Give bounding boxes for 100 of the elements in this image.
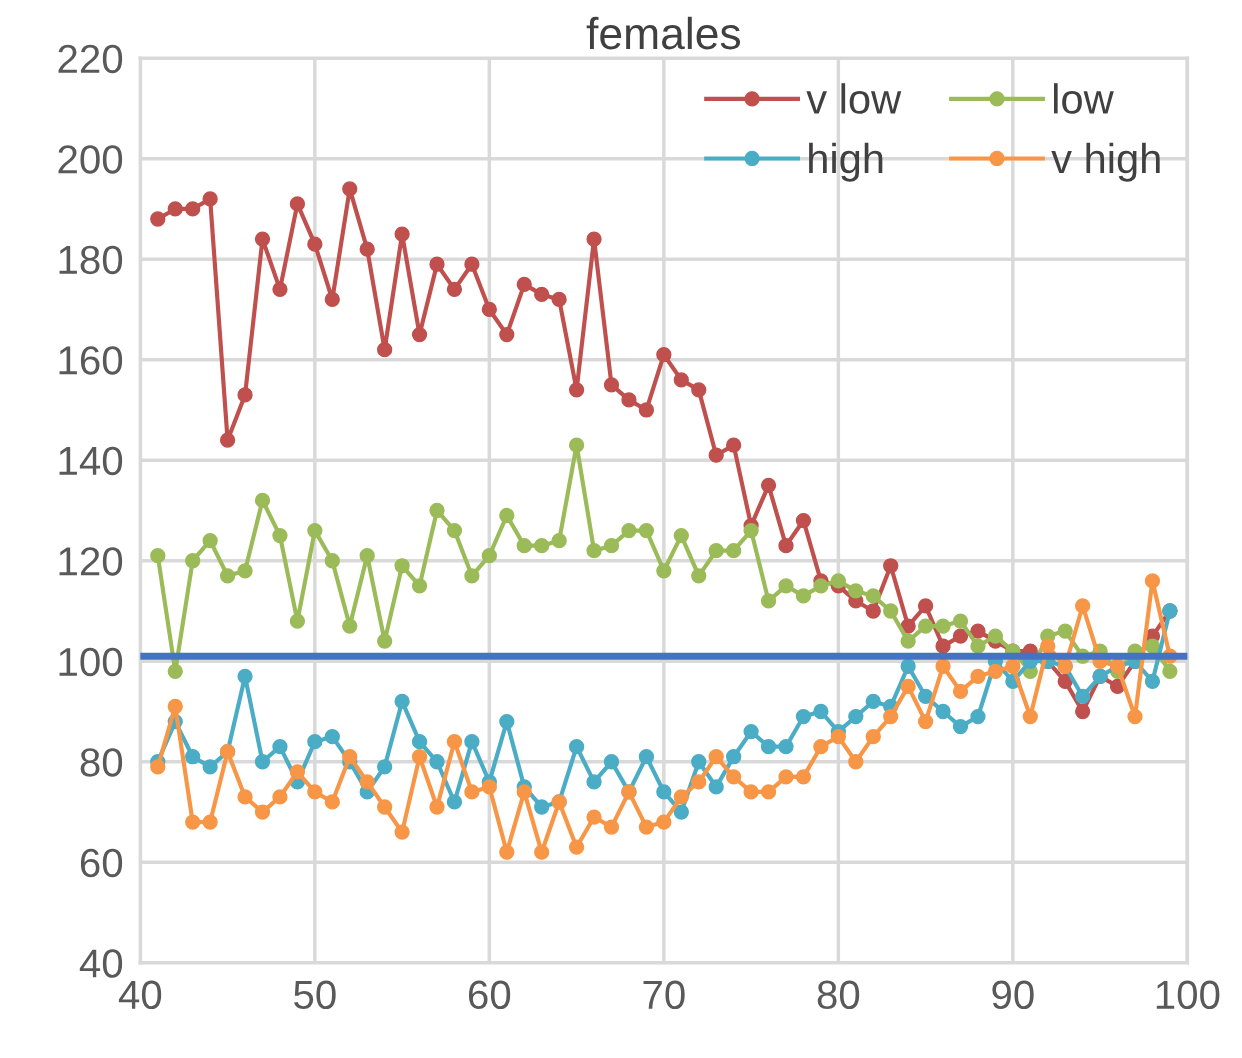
point <box>935 703 951 720</box>
point <box>952 683 969 700</box>
point <box>1127 708 1143 725</box>
point <box>638 402 655 418</box>
point <box>656 814 672 830</box>
point <box>621 392 637 408</box>
point <box>219 568 236 584</box>
point <box>307 734 323 750</box>
point <box>150 548 166 564</box>
point <box>324 794 340 810</box>
point <box>726 543 742 559</box>
point <box>272 281 288 298</box>
point <box>1144 573 1161 589</box>
point <box>481 779 497 795</box>
point <box>534 799 550 815</box>
x-tick-label: 50 <box>294 980 336 1010</box>
point <box>778 739 794 755</box>
point <box>272 739 288 755</box>
point <box>970 638 986 654</box>
point <box>307 522 323 539</box>
point <box>760 784 777 800</box>
point <box>883 708 899 725</box>
legend-label: v low <box>806 83 902 114</box>
point <box>970 668 986 684</box>
point <box>987 628 1004 644</box>
point <box>429 502 445 519</box>
point <box>202 759 218 775</box>
point <box>481 301 497 318</box>
point <box>516 784 532 800</box>
point <box>778 578 794 594</box>
point <box>673 372 689 388</box>
point <box>289 613 306 629</box>
y-tick-label: 60 <box>80 848 123 878</box>
point <box>743 723 759 740</box>
point <box>1162 663 1178 679</box>
point <box>411 749 428 765</box>
point <box>795 588 812 604</box>
point <box>446 734 463 750</box>
point <box>237 789 253 805</box>
point <box>254 492 271 509</box>
point <box>377 759 393 775</box>
point <box>568 437 585 453</box>
point <box>167 698 183 715</box>
point <box>708 447 724 463</box>
point <box>324 553 340 569</box>
point <box>185 201 201 217</box>
point <box>917 713 934 730</box>
point <box>865 693 881 710</box>
point <box>638 749 655 765</box>
point <box>708 543 724 559</box>
point <box>394 558 410 574</box>
point <box>185 553 201 569</box>
point <box>795 769 812 785</box>
y-tick-label: 120 <box>59 547 123 576</box>
point <box>900 658 916 674</box>
point <box>1040 638 1056 654</box>
y-tick-label: 200 <box>58 145 123 174</box>
point <box>883 558 899 574</box>
point <box>865 588 881 604</box>
point <box>621 522 637 539</box>
point <box>1075 598 1091 614</box>
point <box>446 281 463 298</box>
point <box>481 548 497 564</box>
point <box>952 628 969 644</box>
point <box>778 769 794 785</box>
point <box>237 563 253 579</box>
x-tick-label: 60 <box>469 980 511 1010</box>
point <box>691 568 707 584</box>
point <box>254 754 271 770</box>
point <box>917 598 934 614</box>
x-tick-label: 90 <box>992 980 1034 1010</box>
point <box>813 739 829 755</box>
point <box>656 784 672 800</box>
point <box>324 291 340 308</box>
point <box>202 532 218 549</box>
point <box>411 578 428 594</box>
point <box>760 739 777 755</box>
point <box>237 668 253 684</box>
point <box>289 196 306 212</box>
point <box>603 819 620 835</box>
point <box>743 784 759 800</box>
y-tick-label: 160 <box>59 346 123 375</box>
point <box>795 512 812 529</box>
point <box>917 618 934 634</box>
point <box>691 754 707 770</box>
point <box>342 181 358 197</box>
point <box>935 658 951 674</box>
point <box>377 799 393 815</box>
point <box>394 226 410 242</box>
point <box>289 764 306 780</box>
point <box>499 507 515 524</box>
point <box>202 814 218 830</box>
point <box>568 382 585 398</box>
point <box>394 693 410 710</box>
point <box>499 326 515 343</box>
point <box>586 774 602 790</box>
point <box>254 804 271 820</box>
point <box>1022 708 1038 725</box>
point <box>830 728 846 745</box>
point <box>935 618 951 634</box>
